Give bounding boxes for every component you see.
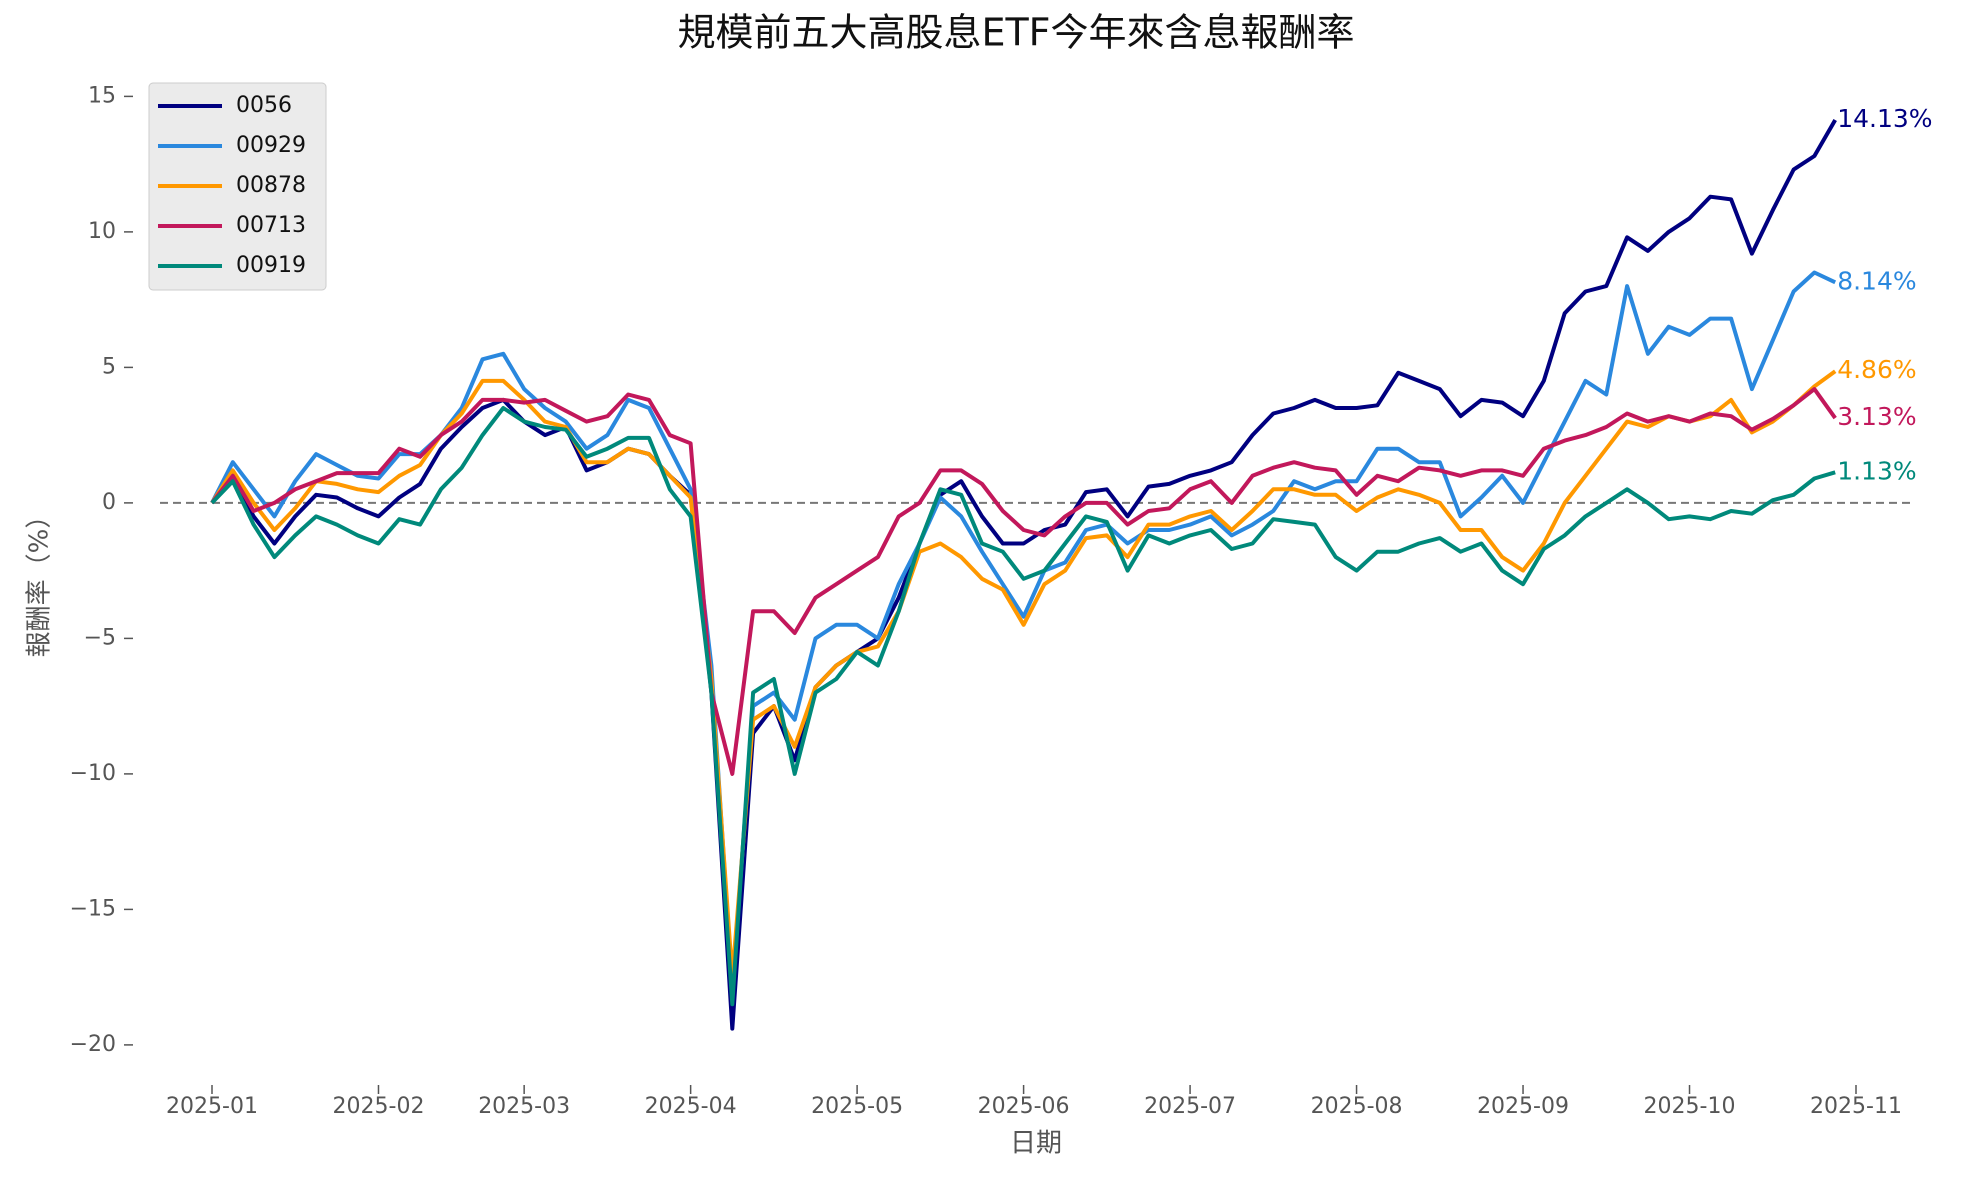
y-tick-label: 0 <box>102 490 116 515</box>
legend-label: 00929 <box>236 133 306 158</box>
x-axis-label: 日期 <box>1010 1129 1062 1159</box>
x-tick-label: 2025-07 <box>1144 1094 1236 1119</box>
x-tick-label: 2025-10 <box>1644 1094 1736 1119</box>
y-tick-label: −15 <box>70 896 116 921</box>
end-label: 3.13% <box>1837 402 1916 431</box>
y-tick-label: 5 <box>102 354 116 379</box>
x-tick-label: 2025-09 <box>1477 1094 1569 1119</box>
y-tick-label: −10 <box>70 761 116 786</box>
legend-label: 00919 <box>236 253 306 278</box>
series-line <box>210 118 1837 1031</box>
y-tick-label: 10 <box>88 219 116 244</box>
x-tick-label: 2025-02 <box>333 1094 425 1119</box>
end-label: 1.13% <box>1837 456 1916 485</box>
legend-label: 00713 <box>236 213 306 238</box>
x-tick-label: 2025-08 <box>1311 1094 1403 1119</box>
end-label: 8.14% <box>1837 266 1916 295</box>
series-line <box>210 387 1837 776</box>
x-tick-label: 2025-05 <box>811 1094 903 1119</box>
legend-box <box>148 82 327 291</box>
legend-label: 0056 <box>236 93 292 118</box>
legend-label: 00878 <box>236 173 306 198</box>
y-tick-label: 15 <box>88 83 116 108</box>
y-tick-label: −5 <box>84 625 116 650</box>
end-label: 14.13% <box>1837 104 1932 133</box>
legend: 0056 00929 00878 00713 00919 <box>148 82 327 291</box>
chart-title: 規模前五大高股息ETF今年來含息報酬率 <box>677 11 1354 55</box>
x-tick-label: 2025-04 <box>645 1094 737 1119</box>
x-tick-label: 2025-01 <box>166 1094 258 1119</box>
series-line <box>210 369 1837 980</box>
end-label: 4.86% <box>1837 355 1916 384</box>
x-tick-label: 2025-11 <box>1810 1094 1902 1119</box>
x-tick-label: 2025-03 <box>478 1094 570 1119</box>
y-tick-label: −20 <box>70 1032 116 1057</box>
x-tick-label: 2025-06 <box>978 1094 1070 1119</box>
series-line <box>210 270 1837 993</box>
y-axis-label: 報酬率（%） <box>25 503 55 658</box>
series-line <box>210 406 1836 1007</box>
